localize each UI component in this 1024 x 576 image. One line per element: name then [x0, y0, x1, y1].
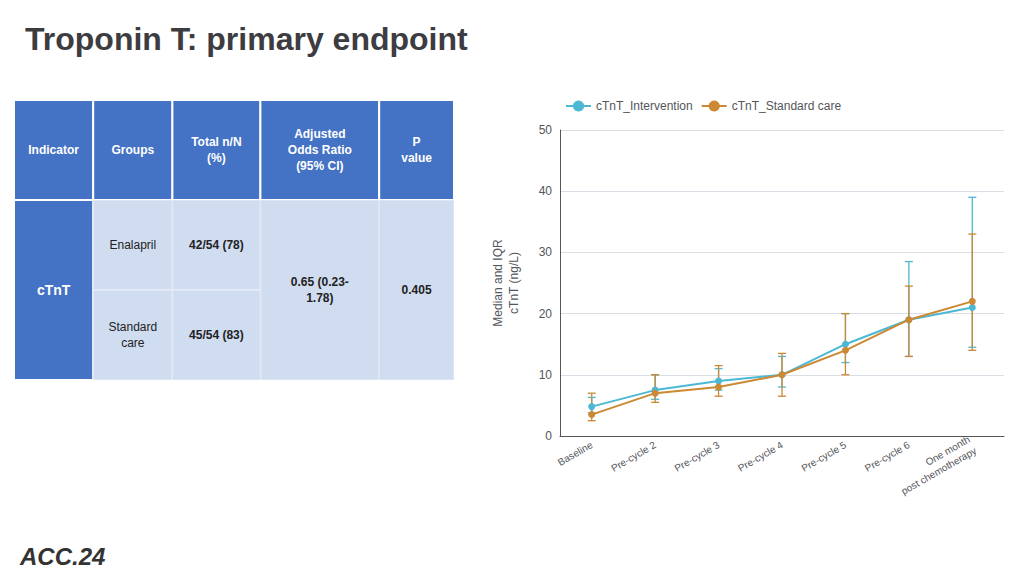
svg-text:cTnT_Standard care: cTnT_Standard care — [732, 99, 842, 113]
svg-text:cTnT_Intervention: cTnT_Intervention — [596, 99, 693, 113]
svg-text:post chemotherapy: post chemotherapy — [899, 445, 978, 497]
svg-text:Groups: Groups — [111, 143, 154, 157]
svg-text:Troponin T: primary endpoint: Troponin T: primary endpoint — [25, 21, 468, 57]
svg-text:One month: One month — [923, 433, 972, 468]
svg-text:care: care — [121, 336, 145, 350]
svg-text:Total n/N: Total n/N — [191, 135, 241, 149]
svg-text:Indicator: Indicator — [28, 143, 79, 157]
svg-text:value: value — [401, 151, 432, 165]
svg-text:Pre-cycle 2: Pre-cycle 2 — [609, 439, 658, 474]
svg-text:1.78): 1.78) — [306, 291, 333, 305]
svg-text:Standard: Standard — [108, 320, 157, 334]
svg-text:40: 40 — [539, 184, 553, 198]
svg-text:42/54 (78): 42/54 (78) — [189, 238, 244, 252]
svg-text:Odds Ratio: Odds Ratio — [288, 143, 352, 157]
svg-text:30: 30 — [539, 245, 553, 259]
svg-text:(95% CI): (95% CI) — [296, 159, 343, 173]
svg-text:P: P — [413, 135, 421, 149]
svg-text:Pre-cycle 3: Pre-cycle 3 — [673, 439, 722, 474]
svg-text:45/54 (83): 45/54 (83) — [189, 328, 244, 342]
svg-text:(%): (%) — [207, 151, 226, 165]
svg-text:Pre-cycle 4: Pre-cycle 4 — [736, 439, 785, 474]
svg-text:50: 50 — [539, 123, 553, 137]
svg-text:Pre-cycle 6: Pre-cycle 6 — [863, 439, 912, 474]
svg-text:0.405: 0.405 — [402, 283, 432, 297]
svg-text:Adjusted: Adjusted — [294, 127, 345, 141]
svg-text:10: 10 — [539, 368, 553, 382]
svg-text:0: 0 — [545, 429, 552, 443]
svg-text:0.65 (0.23-: 0.65 (0.23- — [291, 275, 349, 289]
svg-text:Median and IQR: Median and IQR — [491, 239, 505, 327]
svg-text:Pre-cycle 5: Pre-cycle 5 — [799, 439, 848, 474]
svg-text:cTnT (ng/L): cTnT (ng/L) — [507, 252, 521, 314]
svg-text:20: 20 — [539, 307, 553, 321]
svg-text:ACC.24: ACC.24 — [19, 543, 105, 570]
svg-text:Enalapril: Enalapril — [109, 238, 156, 252]
svg-text:Baseline: Baseline — [556, 439, 595, 468]
svg-text:cTnT: cTnT — [37, 282, 71, 298]
